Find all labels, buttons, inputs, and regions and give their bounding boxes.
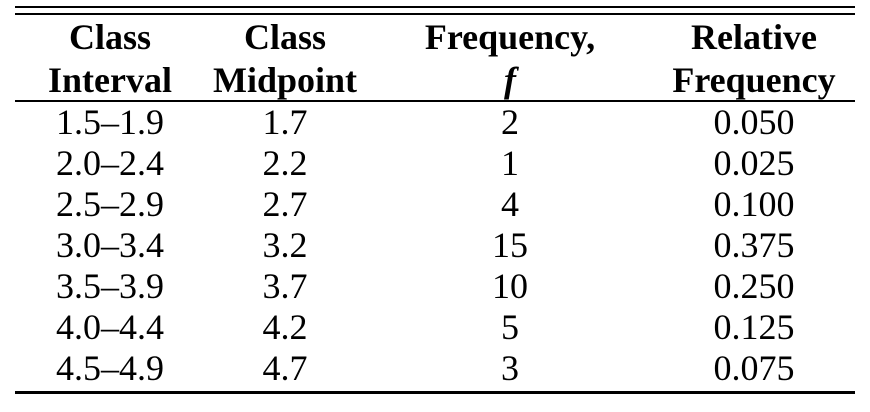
table-header: Class Interval Class Midpoint Frequency,… — [15, 16, 853, 102]
midpoint-cell: 1.7 — [262, 102, 308, 142]
relative-frequency-cell: 0.125 — [713, 307, 795, 347]
frequency-cell: 2 — [501, 102, 519, 142]
class-interval-cell: 4.5–4.9 — [56, 348, 164, 388]
header-class-midpoint-line1: Class — [243, 17, 327, 57]
table-row: 4.5–4.9 4.7 3 0.075 — [15, 348, 853, 389]
header-class-interval-line1: Class — [68, 17, 152, 57]
relative-frequency-cell: 0.050 — [713, 102, 795, 142]
header-class-midpoint: Class Midpoint — [205, 16, 365, 102]
header-frequency: Frequency, f — [365, 16, 655, 102]
frequency-f-symbol: f — [504, 60, 516, 100]
table-row: 2.0–2.4 2.2 1 0.025 — [15, 143, 853, 184]
relative-frequency-cell: 0.100 — [713, 184, 795, 224]
table-row: 4.0–4.4 4.2 5 0.125 — [15, 307, 853, 348]
header-class-midpoint-line2: Midpoint — [212, 60, 358, 100]
header-relative-frequency-line2: Frequency — [672, 60, 836, 100]
table-row: 2.5–2.9 2.7 4 0.100 — [15, 184, 853, 225]
midpoint-cell: 4.2 — [262, 307, 308, 347]
midpoint-cell: 2.2 — [262, 143, 308, 183]
frequency-cell: 15 — [492, 225, 528, 265]
relative-frequency-cell: 0.375 — [713, 225, 795, 265]
relative-frequency-cell: 0.075 — [713, 348, 795, 388]
top-rule-outer — [15, 6, 855, 8]
class-interval-cell: 2.5–2.9 — [56, 184, 164, 224]
header-row: Class Interval Class Midpoint Frequency,… — [15, 16, 853, 102]
table-row: 3.5–3.9 3.7 10 0.250 — [15, 266, 853, 307]
frequency-cell: 5 — [501, 307, 519, 347]
header-relative-frequency-line1: Relative — [691, 17, 817, 57]
class-interval-cell: 2.0–2.4 — [56, 143, 164, 183]
frequency-cell: 10 — [492, 266, 528, 306]
class-interval-cell: 3.5–3.9 — [56, 266, 164, 306]
frequency-distribution-table: Class Interval Class Midpoint Frequency,… — [15, 16, 853, 389]
midpoint-cell: 3.7 — [262, 266, 308, 306]
table-row: 3.0–3.4 3.2 15 0.375 — [15, 225, 853, 266]
class-interval-cell: 1.5–1.9 — [56, 102, 164, 142]
top-rule-inner — [15, 13, 855, 15]
header-class-interval: Class Interval — [15, 16, 205, 102]
bottom-rule — [15, 391, 855, 394]
header-separator-rule — [15, 100, 855, 102]
frequency-cell: 3 — [501, 348, 519, 388]
header-frequency-line1: Frequency, — [424, 17, 596, 57]
midpoint-cell: 3.2 — [262, 225, 308, 265]
frequency-cell: 1 — [501, 143, 519, 183]
table-body: 1.5–1.9 1.7 2 0.050 2.0–2.4 2.2 1 0.025 … — [15, 102, 853, 389]
relative-frequency-cell: 0.250 — [713, 266, 795, 306]
midpoint-cell: 4.7 — [262, 348, 308, 388]
header-class-interval-line2: Interval — [48, 60, 172, 100]
class-interval-cell: 4.0–4.4 — [56, 307, 164, 347]
header-relative-frequency: Relative Frequency — [655, 16, 853, 102]
class-interval-cell: 3.0–3.4 — [56, 225, 164, 265]
relative-frequency-cell: 0.025 — [713, 143, 795, 183]
table-row: 1.5–1.9 1.7 2 0.050 — [15, 102, 853, 143]
frequency-cell: 4 — [501, 184, 519, 224]
midpoint-cell: 2.7 — [262, 184, 308, 224]
